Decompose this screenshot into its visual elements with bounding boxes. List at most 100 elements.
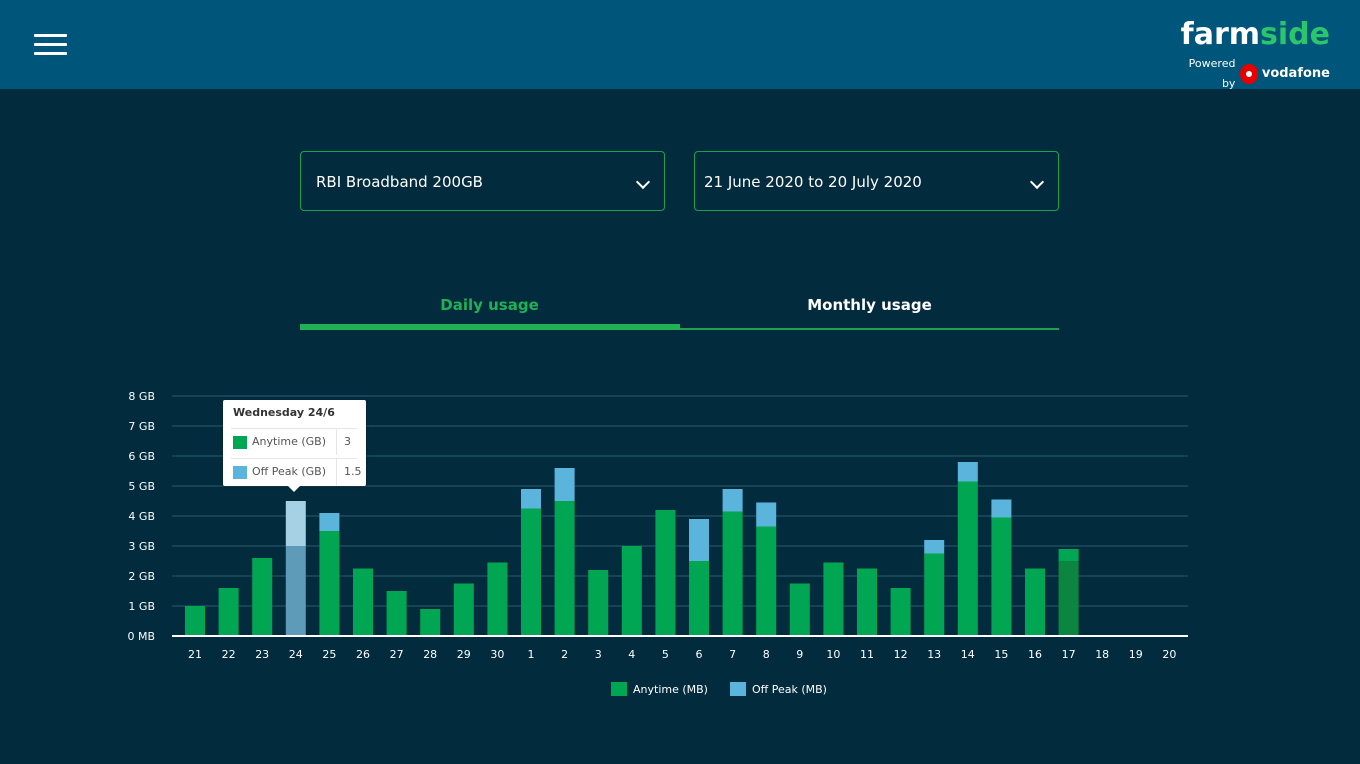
legend-item-anytime[interactable]: Anytime (MB)	[611, 682, 708, 696]
bar-offpeak	[285, 501, 306, 546]
x-tick-label: 17	[1062, 648, 1076, 661]
bar-offpeak	[1058, 549, 1079, 561]
bar-anytime	[890, 588, 911, 636]
bar-anytime	[319, 531, 340, 636]
tooltip-row-offpeak: Off Peak (GB) 1.5	[231, 458, 362, 485]
x-tick-label: 8	[763, 648, 770, 661]
bar-anytime	[655, 510, 676, 636]
bar-anytime	[588, 570, 609, 636]
x-tick-label: 24	[289, 648, 303, 661]
tab-underline-active	[300, 324, 680, 330]
bar-tooltip: Wednesday 24/6 Anytime (GB) 3 Off Peak (…	[223, 400, 366, 492]
legend-swatch-anytime	[611, 682, 627, 696]
anytime-swatch	[233, 436, 247, 449]
plan-select[interactable]: RBI Broadband 200GB	[300, 151, 665, 211]
period-select[interactable]: 21 June 2020 to 20 July 2020	[694, 151, 1059, 211]
x-tick-label: 3	[595, 648, 602, 661]
x-tick-label: 2	[561, 648, 568, 661]
tab-monthly-usage[interactable]: Monthly usage	[807, 296, 932, 314]
legend-label: Off Peak (MB)	[751, 682, 827, 696]
offpeak-swatch	[233, 466, 247, 479]
bar-anytime	[420, 609, 441, 636]
chevron-down-icon	[1029, 174, 1045, 190]
bar-anytime	[621, 546, 642, 636]
bar-offpeak	[319, 513, 340, 531]
bar-anytime	[353, 568, 373, 636]
x-tick-label: 14	[961, 648, 975, 661]
bar-anytime	[453, 583, 474, 636]
x-tick-label: 22	[222, 648, 236, 661]
x-tick-label: 4	[628, 648, 635, 661]
bar-anytime	[554, 501, 575, 636]
x-tick-label: 5	[662, 648, 669, 661]
x-tick-label: 23	[255, 648, 269, 661]
bar-anytime	[487, 562, 508, 636]
bar-offpeak	[554, 468, 575, 501]
bar-anytime	[252, 558, 273, 636]
bar-anytime	[991, 517, 1012, 636]
bar-anytime	[957, 481, 978, 636]
bar-offpeak	[991, 499, 1012, 518]
x-tick-label: 16	[1028, 648, 1042, 661]
y-tick-label: 1 GB	[128, 600, 155, 613]
x-tick-label: 6	[696, 648, 703, 661]
legend-item-offpeak[interactable]: Off Peak (MB)	[729, 682, 827, 696]
x-tick-label: 10	[826, 648, 840, 661]
x-tick-label: 26	[356, 648, 370, 661]
x-tick-label: 11	[860, 648, 874, 661]
y-tick-label: 0 MB	[127, 630, 155, 643]
x-tick-label: 15	[994, 648, 1008, 661]
vodafone-logo-icon	[1240, 64, 1258, 84]
tooltip-row-label: Anytime (GB)	[252, 435, 327, 448]
bar-offpeak	[756, 502, 777, 527]
hamburger-menu-icon[interactable]	[34, 32, 68, 58]
tooltip-row-value: 3	[344, 435, 351, 448]
bar-anytime	[218, 588, 239, 636]
bar-anytime	[756, 526, 777, 636]
bar-anytime	[722, 511, 743, 636]
powered-by-label: Powered by	[1188, 57, 1236, 90]
y-tick-label: 6 GB	[128, 450, 155, 463]
x-tick-label: 19	[1129, 648, 1143, 661]
y-tick-label: 4 GB	[128, 510, 155, 523]
x-tick-label: 21	[188, 648, 202, 661]
bar-offpeak	[521, 489, 541, 509]
bar-anytime	[857, 568, 877, 636]
y-tick-label: 3 GB	[128, 540, 155, 553]
x-tick-label: 18	[1095, 648, 1109, 661]
y-tick-label: 7 GB	[128, 420, 155, 433]
y-tick-label: 8 GB	[128, 390, 155, 403]
bar-anytime	[924, 553, 945, 636]
bar-anytime	[285, 546, 306, 636]
tab-daily-usage[interactable]: Daily usage	[440, 296, 539, 314]
bar-anytime	[689, 561, 709, 636]
partner-name: vodafone	[1261, 66, 1330, 81]
bar-anytime	[789, 583, 810, 636]
x-tick-label: 13	[927, 648, 941, 661]
bar-offpeak	[722, 489, 743, 512]
x-tick-label: 20	[1162, 648, 1176, 661]
x-tick-label: 29	[457, 648, 471, 661]
powered-by: Powered by vodafone	[1180, 54, 1330, 94]
x-tick-label: 9	[796, 648, 803, 661]
bar-offpeak	[689, 519, 709, 561]
bar-anytime	[1025, 568, 1045, 636]
brand-logo: farmside Powered by vodafone	[1180, 17, 1330, 91]
bar-offpeak	[957, 462, 978, 482]
legend-swatch-offpeak	[729, 682, 746, 696]
x-tick-label: 30	[490, 648, 504, 661]
chart-legend: Anytime (MB) Off Peak (MB)	[611, 682, 849, 696]
period-select-value: 21 June 2020 to 20 July 2020	[704, 173, 922, 191]
bar-anytime	[185, 606, 205, 636]
plan-select-value: RBI Broadband 200GB	[316, 173, 483, 191]
chevron-down-icon	[635, 174, 651, 190]
x-tick-label: 12	[894, 648, 908, 661]
x-tick-label: 7	[729, 648, 736, 661]
tooltip-row-value: 1.5	[344, 465, 362, 478]
tooltip-row-label: Off Peak (GB)	[252, 465, 327, 478]
bar-offpeak	[924, 540, 945, 554]
bar-anytime	[386, 591, 407, 636]
brand-name: farmside	[1180, 17, 1330, 52]
bar-anytime	[521, 508, 541, 636]
tooltip-row-anytime: Anytime (GB) 3	[231, 428, 357, 455]
